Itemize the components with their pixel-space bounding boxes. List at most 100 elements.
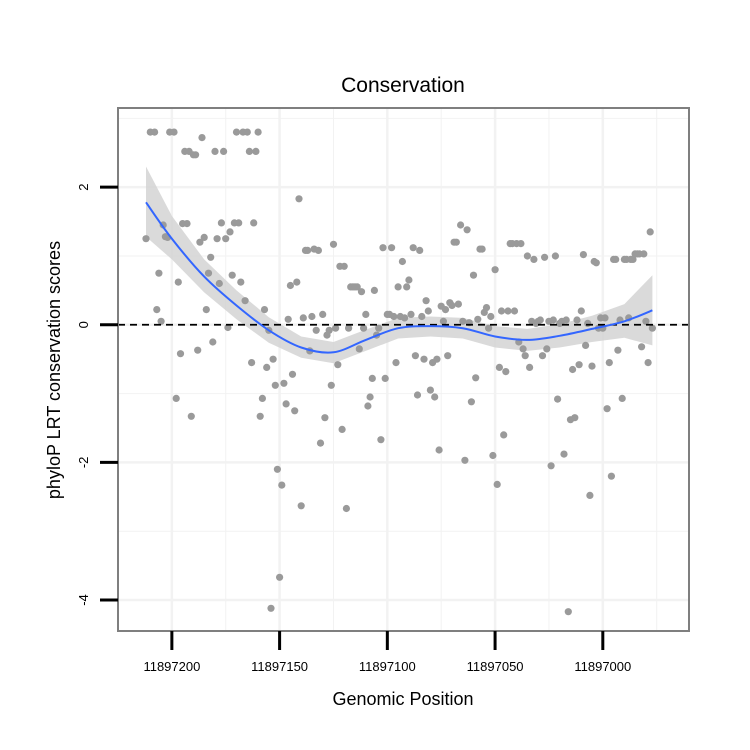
data-point	[497, 307, 506, 315]
data-point	[482, 304, 491, 312]
data-point	[288, 370, 297, 378]
data-point	[435, 446, 443, 454]
y-tick-label: 2	[76, 183, 91, 190]
data-point	[232, 128, 241, 136]
data-point	[478, 245, 486, 253]
data-point	[157, 317, 165, 325]
data-point	[209, 338, 217, 346]
data-point	[523, 252, 532, 260]
data-point	[204, 269, 213, 277]
data-point	[413, 391, 422, 399]
data-point	[551, 252, 560, 260]
data-point	[355, 345, 363, 353]
data-point	[493, 480, 501, 488]
data-point	[618, 394, 626, 402]
data-point	[409, 244, 417, 252]
data-point	[207, 253, 215, 261]
data-point	[420, 355, 428, 363]
data-point	[187, 412, 195, 420]
x-axis-title: Genomic Position	[332, 689, 473, 709]
data-point	[342, 504, 350, 513]
data-point	[250, 219, 258, 227]
data-point	[170, 128, 178, 136]
data-point	[299, 314, 307, 322]
data-point	[174, 278, 182, 286]
data-point	[401, 314, 409, 322]
data-point	[200, 233, 208, 241]
data-point	[573, 316, 581, 324]
data-point	[519, 345, 527, 353]
data-point	[314, 246, 322, 254]
y-axis-title: phyloP LRT conservation scores	[44, 241, 64, 499]
data-point	[403, 283, 411, 291]
data-point	[536, 316, 544, 324]
data-point	[308, 312, 316, 321]
data-point	[360, 324, 368, 332]
smooth-line-group	[145, 201, 653, 354]
data-point	[562, 316, 570, 324]
data-point	[441, 306, 450, 314]
data-points	[142, 128, 657, 616]
data-point	[332, 324, 340, 332]
data-point	[392, 359, 400, 367]
data-point	[439, 317, 447, 325]
data-point	[579, 251, 588, 259]
data-point	[256, 412, 264, 420]
data-point	[491, 266, 499, 274]
data-point	[575, 361, 583, 369]
data-point	[366, 393, 374, 401]
data-point	[457, 221, 465, 229]
data-point	[564, 608, 572, 616]
data-point	[398, 257, 406, 266]
data-point	[612, 255, 620, 263]
data-point	[271, 381, 279, 389]
x-tick-label: 11897150	[251, 659, 308, 674]
data-point	[543, 345, 551, 353]
data-point	[362, 310, 370, 318]
data-point	[424, 307, 432, 315]
data-point	[588, 362, 596, 370]
data-point	[547, 462, 555, 470]
panel-border	[117, 107, 690, 632]
data-point	[273, 465, 281, 473]
data-point	[235, 219, 243, 227]
data-point	[444, 352, 452, 360]
data-point	[646, 228, 654, 236]
data-point	[418, 312, 426, 321]
data-point	[248, 359, 256, 367]
data-point	[459, 317, 467, 325]
data-point	[577, 307, 585, 315]
data-point	[258, 394, 266, 402]
data-point	[345, 324, 353, 332]
data-point	[228, 271, 236, 279]
chart-title: Conservation	[341, 74, 465, 97]
data-point	[448, 301, 456, 310]
data-point	[461, 456, 469, 464]
data-point	[614, 346, 622, 354]
y-axis: 2 0 -2 -4	[76, 183, 118, 606]
data-point	[282, 400, 290, 408]
data-point	[224, 323, 232, 332]
data-point	[541, 253, 549, 261]
data-point	[640, 250, 648, 258]
data-point	[276, 573, 284, 581]
data-point	[405, 276, 413, 284]
data-point	[334, 361, 342, 369]
data-point	[192, 151, 200, 159]
data-point	[582, 341, 590, 349]
data-point	[370, 286, 378, 294]
x-tick-label: 11897000	[574, 659, 631, 674]
data-point	[155, 269, 163, 277]
data-point	[325, 326, 333, 334]
data-point	[194, 346, 202, 354]
data-point	[642, 317, 650, 325]
data-point	[452, 238, 460, 246]
data-point	[176, 350, 185, 358]
data-point	[530, 255, 538, 263]
data-point	[605, 359, 613, 367]
data-point	[377, 436, 385, 444]
data-point	[467, 398, 475, 406]
data-point	[202, 306, 210, 314]
data-point	[454, 300, 462, 308]
